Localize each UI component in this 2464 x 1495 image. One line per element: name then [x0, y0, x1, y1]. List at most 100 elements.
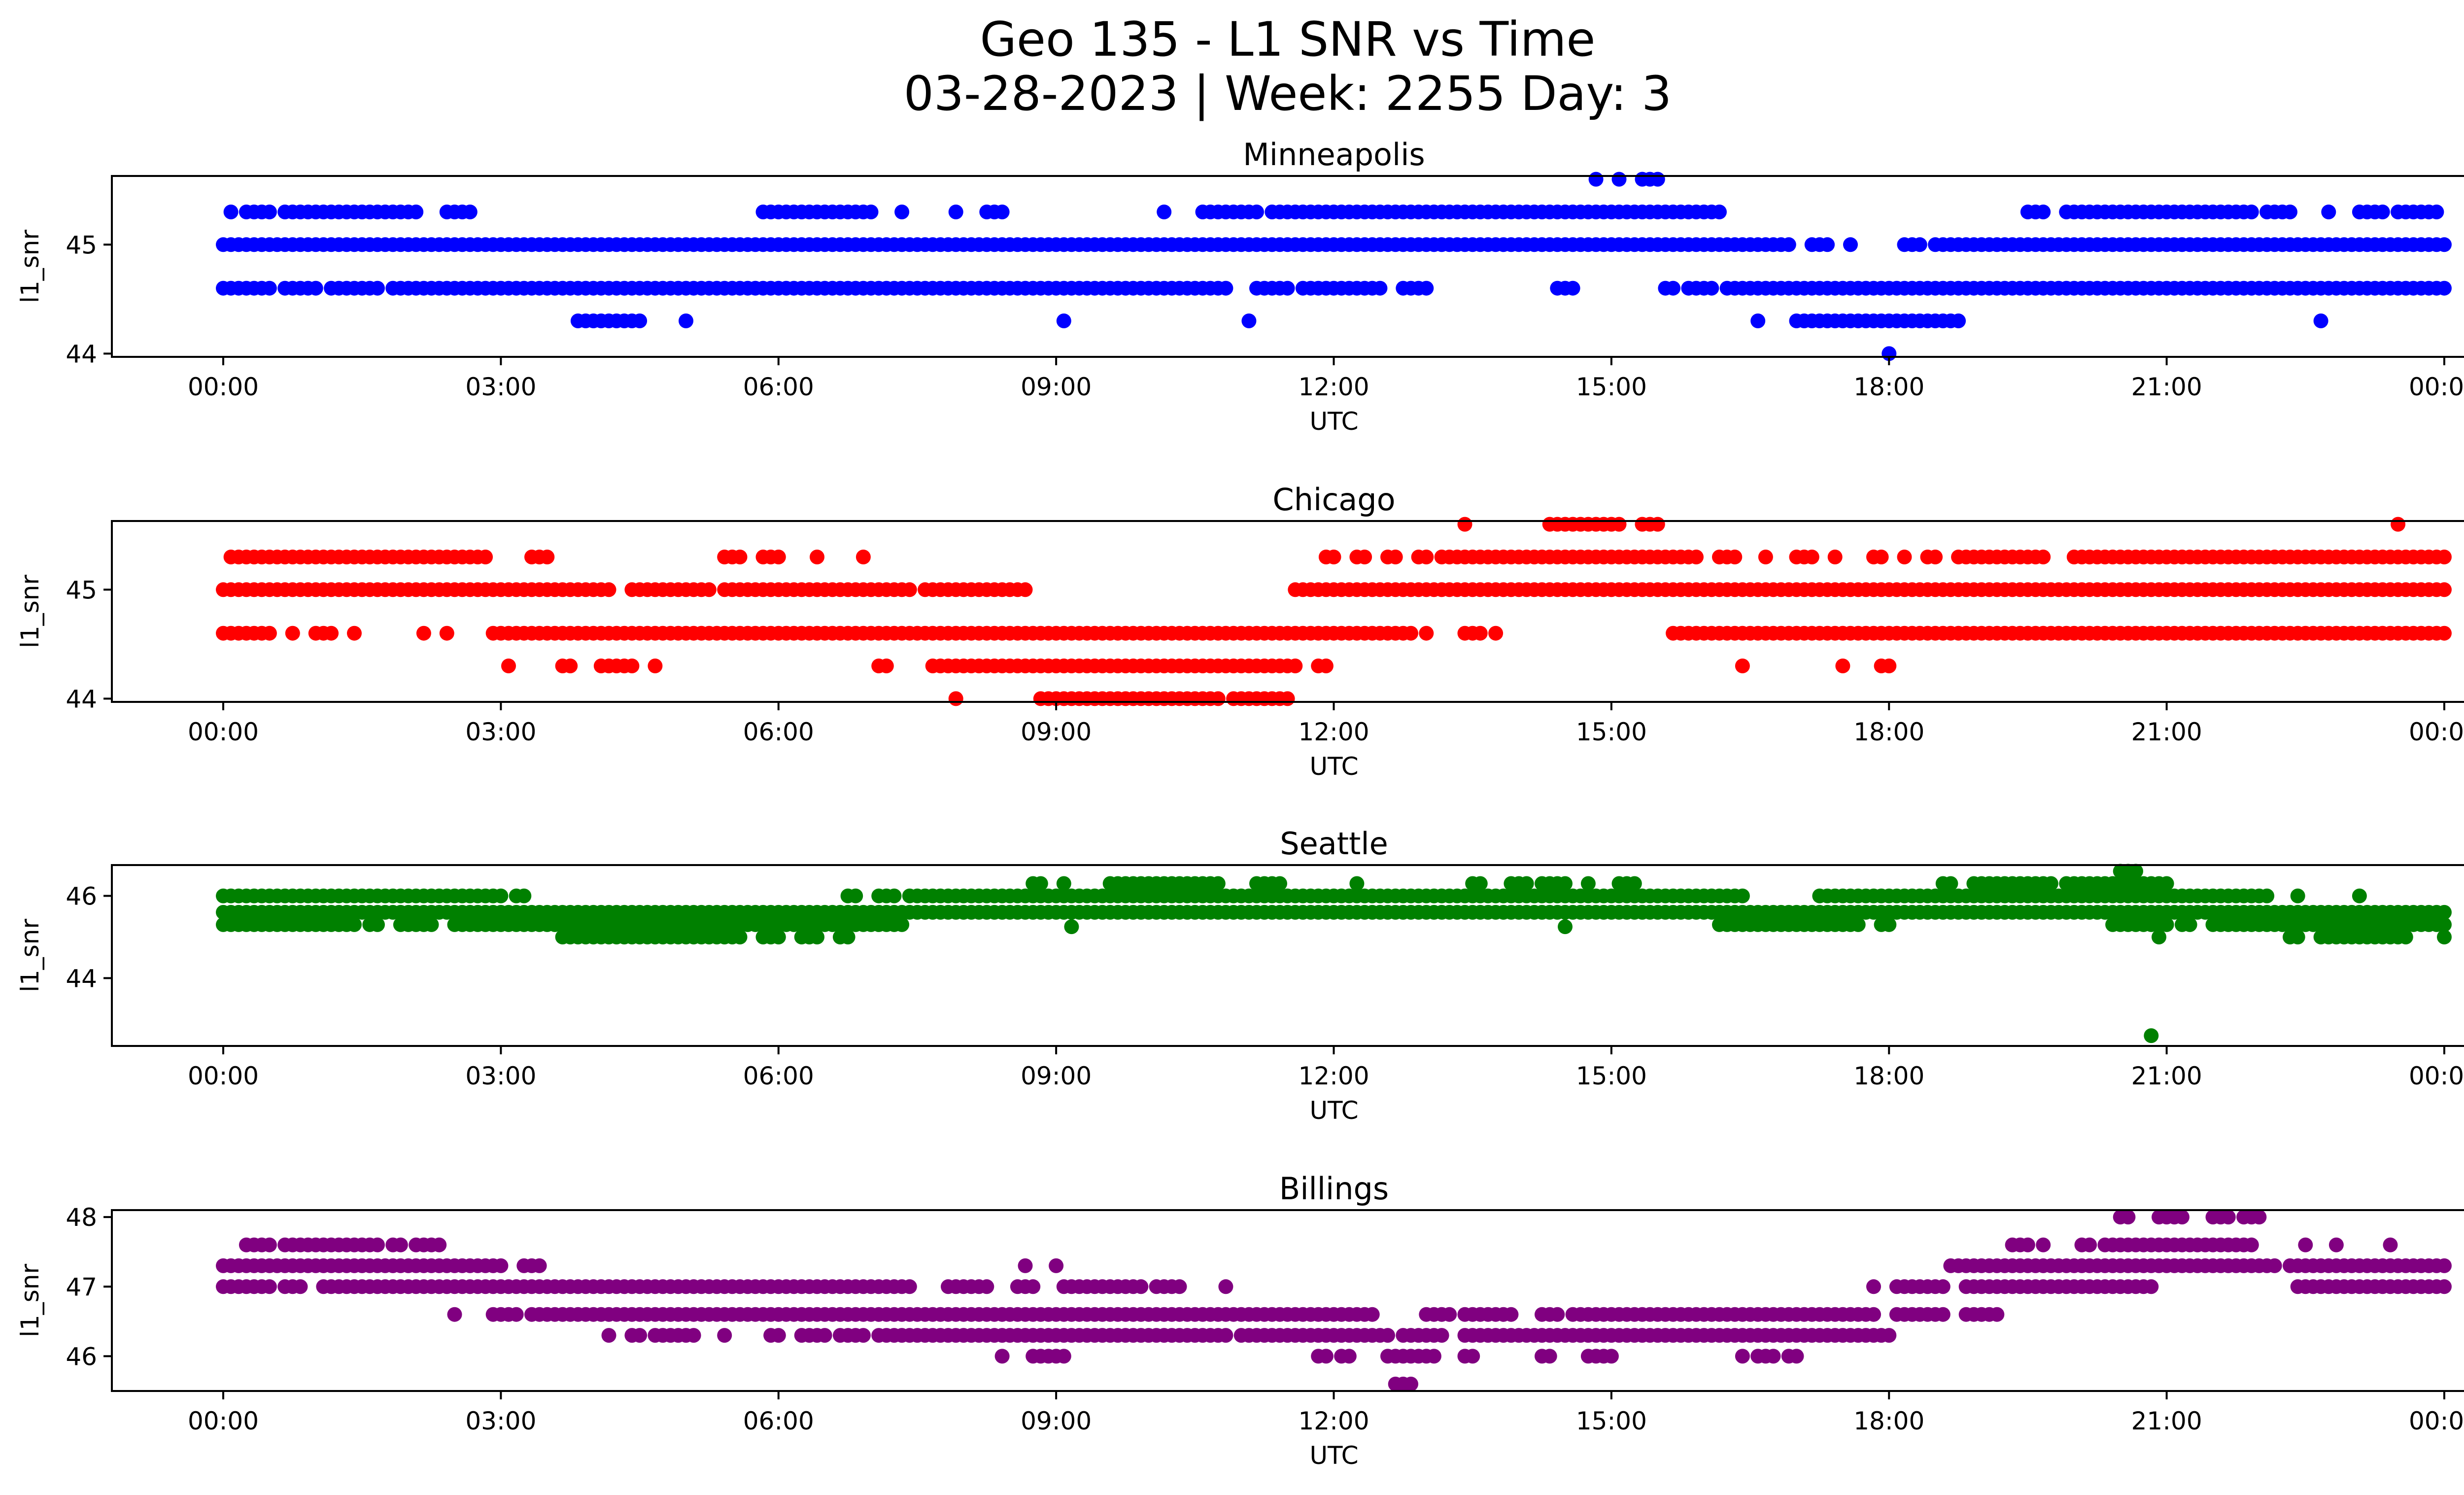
data-point	[324, 626, 339, 641]
panel-title: Seattle	[1280, 826, 1388, 862]
data-point	[624, 659, 640, 673]
data-point	[1419, 550, 1434, 564]
data-point	[2375, 205, 2390, 219]
data-point	[293, 1279, 308, 1294]
x-tick-label: 06:00	[743, 718, 814, 746]
data-point	[1419, 626, 1434, 641]
axes-frame	[111, 520, 2464, 703]
data-point	[1172, 1279, 1187, 1294]
data-point	[856, 1328, 871, 1343]
x-tick-label: 09:00	[1021, 1407, 1092, 1435]
data-point	[493, 888, 509, 904]
data-point	[601, 1328, 616, 1343]
data-point	[2429, 205, 2444, 219]
y-axis-label: l1_snr	[16, 230, 44, 303]
data-point	[902, 582, 917, 597]
x-tick-label: 09:00	[1021, 718, 1092, 746]
data-point	[262, 1279, 277, 1294]
data-point	[856, 550, 871, 564]
data-point	[2283, 205, 2297, 219]
panel-chicago: Chicago 00:00 03:00 06:00 09:00 12:00 15:00 18:…	[16, 482, 2464, 781]
data-point	[2383, 1237, 2398, 1252]
data-point	[2036, 205, 2051, 219]
data-point	[416, 626, 431, 641]
x-tick-label: 12:00	[1298, 373, 1369, 401]
data-point	[2437, 550, 2452, 564]
x-tick-label: 06:00	[743, 373, 814, 401]
data-point	[1866, 1307, 1881, 1322]
data-point	[2391, 517, 2406, 532]
y-axis-label: l1_snr	[16, 575, 44, 648]
data-point	[2174, 1210, 2190, 1225]
x-tick-label: 03:00	[465, 1407, 536, 1435]
data-point	[563, 659, 578, 673]
data-point	[2020, 1237, 2035, 1252]
data-points	[216, 864, 2452, 1043]
data-point	[1866, 1279, 1881, 1294]
data-point	[1666, 280, 1681, 296]
data-point	[2144, 1279, 2159, 1294]
data-point	[2290, 930, 2305, 944]
data-point	[948, 691, 963, 706]
data-point	[1735, 659, 1750, 673]
data-point	[2298, 1237, 2313, 1252]
data-point	[2144, 1028, 2159, 1043]
x-tick-label: 12:00	[1298, 718, 1369, 746]
x-tick-label: 21:00	[2131, 373, 2202, 401]
x-tick-label: 00:00	[188, 1407, 259, 1435]
data-point	[771, 930, 786, 944]
data-point	[2290, 888, 2305, 904]
data-point	[771, 550, 786, 564]
data-point	[1835, 659, 1850, 673]
x-tick-label: 18:00	[1853, 718, 1924, 746]
data-point	[1804, 550, 1819, 564]
data-point	[1280, 691, 1295, 706]
data-point	[1241, 313, 1257, 328]
y-tick-label: 45	[66, 231, 97, 259]
data-point	[1157, 205, 1172, 219]
figure-title-line2: 03-28-2023 | Week: 2255 Day: 3	[903, 66, 1672, 121]
data-point	[1318, 659, 1334, 673]
data-point	[1326, 550, 1341, 564]
data-point	[810, 550, 824, 564]
data-point	[948, 205, 963, 219]
data-point	[632, 1328, 648, 1343]
data-point	[1611, 517, 1627, 532]
data-point	[1056, 876, 1071, 891]
data-point	[1627, 876, 1642, 891]
data-point	[1133, 1279, 1149, 1294]
data-point	[1388, 550, 1403, 564]
x-tick-label: 03:00	[465, 718, 536, 746]
y-tick-label: 44	[66, 340, 97, 368]
data-point	[1758, 550, 1773, 564]
data-point	[717, 1328, 732, 1343]
data-point	[1218, 1328, 1233, 1343]
data-point	[817, 1328, 832, 1343]
panel-title: Chicago	[1272, 482, 1395, 518]
data-point	[1419, 280, 1434, 296]
data-point	[686, 1328, 701, 1343]
data-point	[2036, 1237, 2051, 1252]
x-tick-label: 03:00	[465, 1062, 536, 1090]
data-point	[2082, 1237, 2097, 1252]
data-point	[2398, 930, 2413, 944]
data-point	[1403, 626, 1418, 641]
data-point	[2437, 1258, 2452, 1273]
data-point	[1727, 550, 1743, 564]
data-point	[1935, 1279, 1951, 1294]
x-tick-label: 03:00	[465, 373, 536, 401]
axes-frame	[111, 175, 2464, 358]
data-point	[902, 1279, 917, 1294]
x-tick-label: 12:00	[1298, 1062, 1369, 1090]
data-point	[1827, 550, 1843, 564]
x-tick-label: 15:00	[1576, 1062, 1647, 1090]
data-point	[2244, 205, 2259, 219]
data-point	[1781, 237, 1796, 252]
data-point	[1912, 237, 1927, 252]
x-tick-label: 09:00	[1021, 373, 1092, 401]
panel-title: Minneapolis	[1243, 137, 1425, 173]
data-point	[732, 930, 748, 944]
y-tick-label: 44	[66, 964, 97, 993]
x-tick-label: 21:00	[2131, 1062, 2202, 1090]
data-point	[2437, 917, 2452, 932]
